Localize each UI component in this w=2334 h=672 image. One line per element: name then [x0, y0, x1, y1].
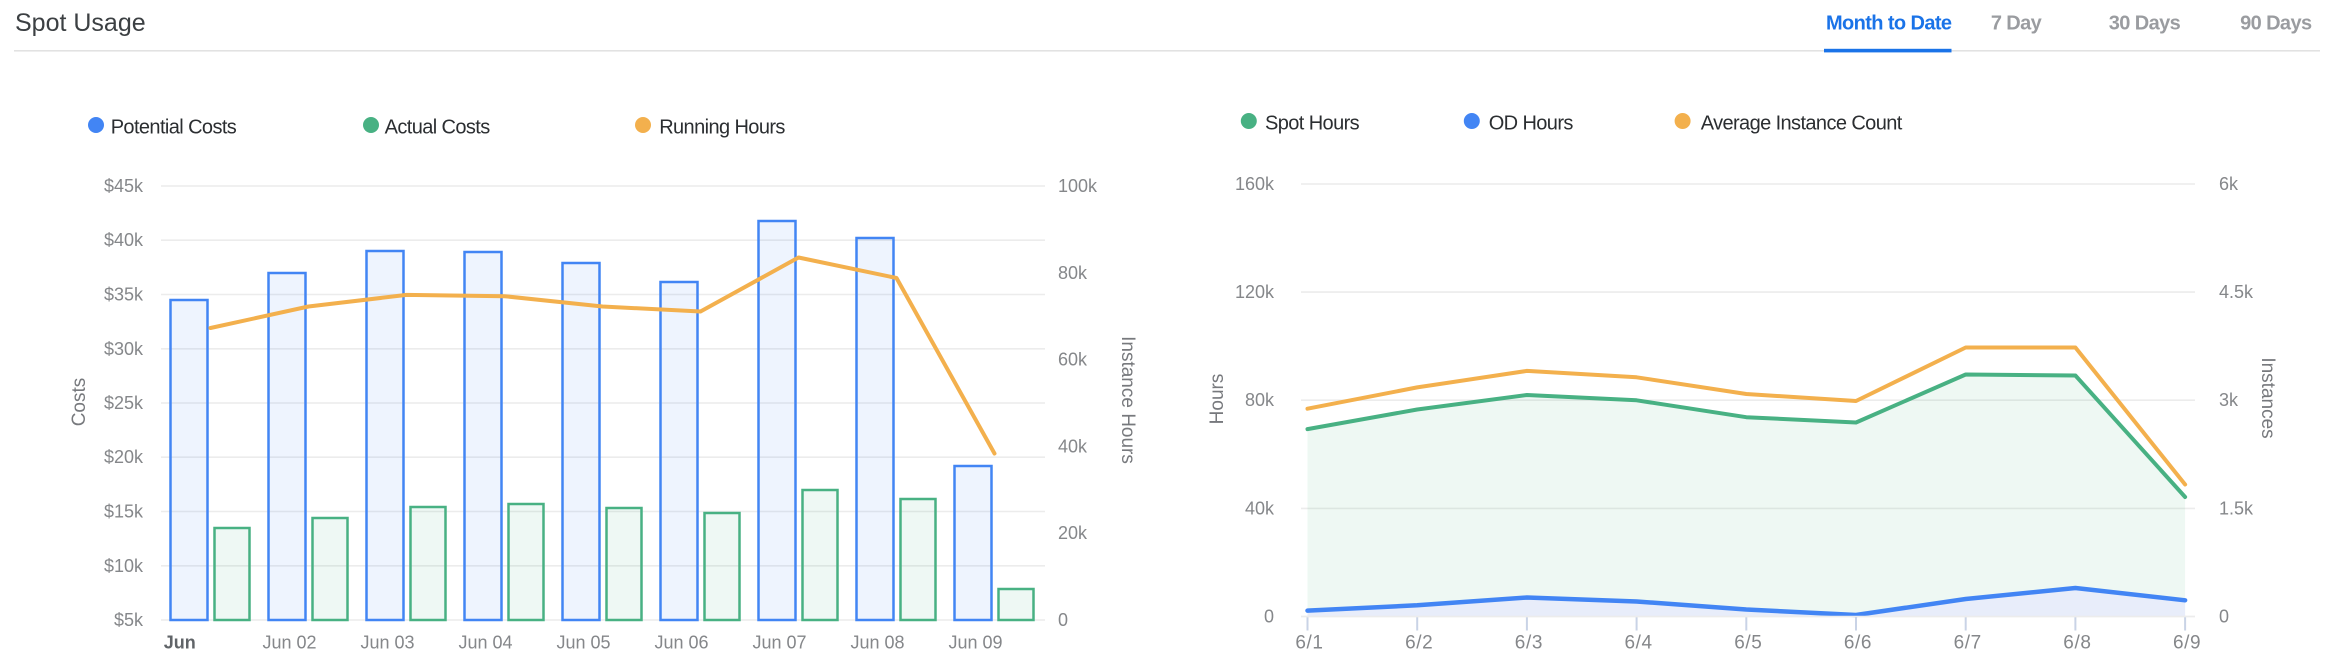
- svg-text:80k: 80k: [1058, 263, 1088, 283]
- svg-text:120k: 120k: [1235, 282, 1275, 302]
- svg-text:6k: 6k: [2219, 174, 2239, 194]
- svg-text:Instances: Instances: [2257, 357, 2278, 438]
- svg-text:0: 0: [1058, 610, 1068, 630]
- svg-text:6/5: 6/5: [1734, 633, 1762, 654]
- svg-text:6/4: 6/4: [1624, 633, 1652, 654]
- svg-text:Spot Hours: Spot Hours: [1265, 113, 1360, 135]
- svg-text:Costs: Costs: [69, 378, 90, 427]
- svg-text:40k: 40k: [1245, 498, 1275, 518]
- svg-text:Jun: Jun: [164, 633, 196, 653]
- svg-text:OD Hours: OD Hours: [1489, 113, 1574, 135]
- svg-text:Jun 02: Jun 02: [262, 633, 316, 653]
- svg-text:3k: 3k: [2219, 390, 2239, 410]
- svg-text:$40k: $40k: [104, 230, 144, 250]
- svg-text:Hours: Hours: [1207, 374, 1228, 425]
- svg-text:20k: 20k: [1058, 523, 1088, 543]
- svg-text:100k: 100k: [1058, 176, 1098, 196]
- svg-text:6/9: 6/9: [2173, 633, 2201, 654]
- svg-text:0: 0: [2219, 607, 2229, 627]
- svg-text:7 Day: 7 Day: [1991, 13, 2043, 35]
- svg-text:Month to Date: Month to Date: [1826, 13, 1952, 35]
- svg-text:$45k: $45k: [104, 176, 144, 196]
- svg-text:$20k: $20k: [104, 447, 144, 467]
- svg-text:$30k: $30k: [104, 339, 144, 359]
- svg-text:6/7: 6/7: [1954, 633, 1982, 654]
- svg-text:80k: 80k: [1245, 390, 1275, 410]
- svg-text:6/8: 6/8: [2063, 633, 2091, 654]
- svg-text:6/1: 6/1: [1295, 633, 1323, 654]
- svg-text:6/2: 6/2: [1405, 633, 1433, 654]
- svg-text:90 Days: 90 Days: [2240, 13, 2312, 35]
- svg-text:$5k: $5k: [114, 610, 144, 630]
- svg-text:160k: 160k: [1235, 174, 1275, 194]
- svg-text:4.5k: 4.5k: [2219, 282, 2254, 302]
- svg-text:Jun 07: Jun 07: [752, 633, 806, 653]
- svg-text:$25k: $25k: [104, 393, 144, 413]
- svg-text:Instance Hours: Instance Hours: [1117, 336, 1138, 464]
- svg-text:$10k: $10k: [104, 556, 144, 576]
- svg-text:Jun 03: Jun 03: [360, 633, 414, 653]
- svg-text:Jun 05: Jun 05: [556, 633, 610, 653]
- svg-text:Jun 08: Jun 08: [850, 633, 904, 653]
- svg-text:Jun 04: Jun 04: [458, 633, 512, 653]
- svg-text:Actual Costs: Actual Costs: [385, 117, 491, 139]
- svg-text:Potential Costs: Potential Costs: [111, 117, 237, 139]
- svg-text:30 Days: 30 Days: [2109, 13, 2181, 35]
- svg-text:40k: 40k: [1058, 436, 1088, 456]
- svg-text:6/3: 6/3: [1515, 633, 1543, 654]
- svg-text:Jun 06: Jun 06: [654, 633, 708, 653]
- svg-text:Jun 09: Jun 09: [948, 633, 1002, 653]
- svg-text:$35k: $35k: [104, 285, 144, 305]
- svg-text:60k: 60k: [1058, 350, 1088, 370]
- svg-text:6/6: 6/6: [1844, 633, 1872, 654]
- svg-text:0: 0: [1264, 607, 1274, 627]
- svg-text:Spot Usage: Spot Usage: [15, 9, 146, 37]
- svg-text:Average Instance Count: Average Instance Count: [1701, 113, 1903, 135]
- svg-text:$15k: $15k: [104, 502, 144, 522]
- svg-text:Running Hours: Running Hours: [659, 117, 785, 139]
- svg-text:1.5k: 1.5k: [2219, 498, 2254, 518]
